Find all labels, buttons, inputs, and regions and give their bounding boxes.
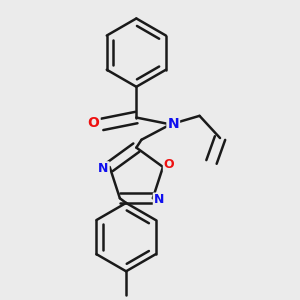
Text: O: O <box>164 158 174 171</box>
Text: N: N <box>167 117 179 131</box>
Text: O: O <box>88 116 100 130</box>
Text: N: N <box>154 194 164 206</box>
Text: N: N <box>98 162 109 175</box>
